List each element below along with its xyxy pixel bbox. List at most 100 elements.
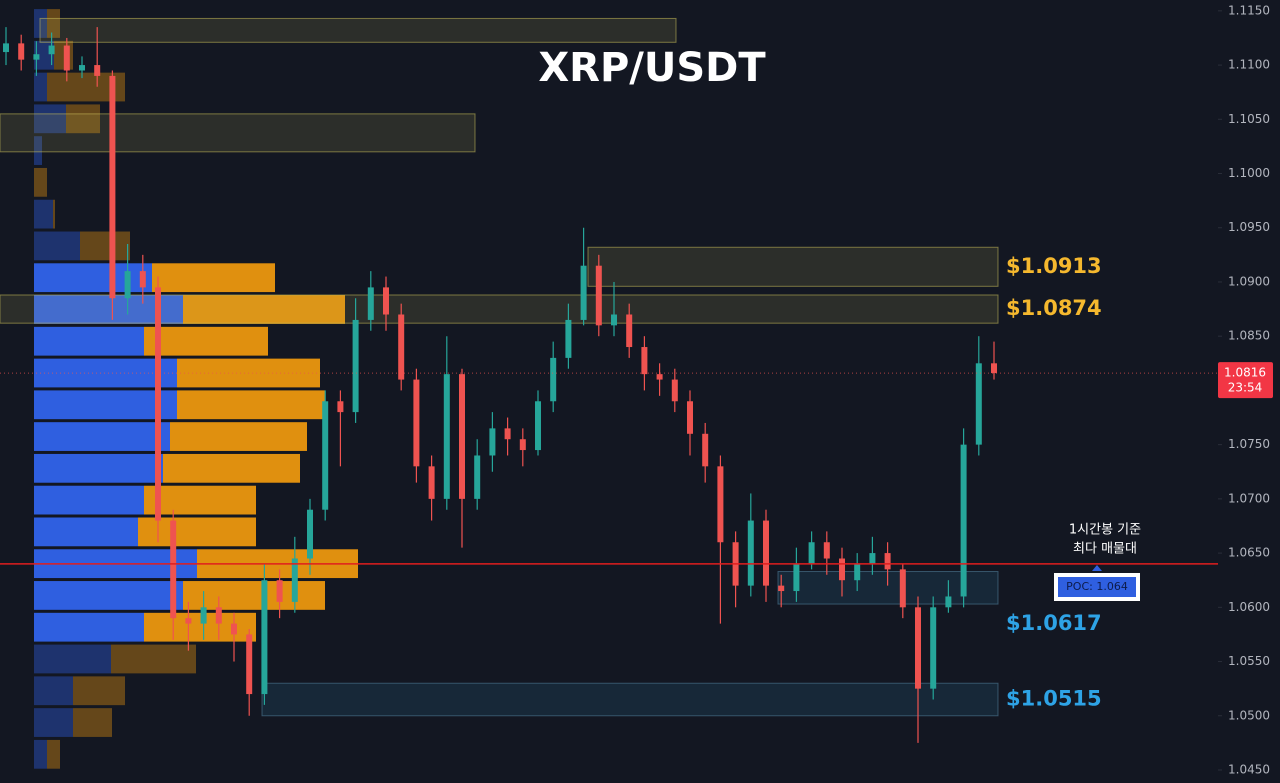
- candle-body: [975, 363, 982, 445]
- candle-body: [291, 558, 298, 602]
- profile-buy: [34, 136, 42, 165]
- candle-body: [702, 433, 709, 467]
- profile-sell: [163, 453, 300, 483]
- profile-buy: [34, 358, 177, 388]
- profile-sell: [73, 708, 112, 737]
- candle-body: [246, 634, 253, 695]
- candle-body: [580, 265, 587, 320]
- poc-arrow: [1092, 565, 1102, 571]
- candle-body: [170, 520, 177, 619]
- candle-body: [383, 287, 389, 315]
- candle-body: [793, 563, 800, 592]
- candle-body: [322, 401, 329, 510]
- candle-body: [215, 607, 222, 624]
- candle-body: [823, 542, 830, 559]
- candle-body: [459, 374, 465, 499]
- profile-sell: [170, 422, 307, 451]
- profile-buy: [34, 517, 138, 547]
- profile-buy: [34, 581, 183, 610]
- candles: [3, 27, 997, 743]
- candle-body: [869, 553, 876, 564]
- annotation: 1시간봉 기준: [1069, 523, 1141, 538]
- candle-body: [413, 379, 420, 467]
- y-tick-label: 1.0900: [1228, 274, 1270, 288]
- zone: [261, 682, 999, 717]
- candle-body: [63, 45, 70, 71]
- candle-body: [3, 43, 9, 53]
- profile-buy: [34, 263, 152, 293]
- profile-buy: [34, 644, 111, 674]
- profile-buy: [34, 453, 163, 483]
- profile-sell: [34, 167, 47, 197]
- profile-sell: [111, 644, 196, 674]
- y-tick-label: 1.1000: [1228, 166, 1270, 180]
- chart-title: XRP/USDT: [538, 45, 766, 91]
- candle-body: [489, 428, 496, 456]
- candle-body: [519, 439, 526, 451]
- candle-body: [656, 374, 663, 380]
- profile-buy: [34, 708, 73, 737]
- candle-body: [991, 363, 997, 374]
- poc-box-inner: [1058, 577, 1136, 597]
- candle-body: [428, 466, 435, 499]
- profile-sell: [152, 263, 275, 293]
- y-tick-label: 1.0550: [1228, 654, 1270, 668]
- candle-body: [808, 542, 815, 564]
- profile-buy: [34, 676, 73, 706]
- candle-body: [352, 319, 359, 413]
- candle-body: [474, 455, 481, 499]
- zone: [587, 246, 999, 287]
- profile-sell: [66, 104, 100, 134]
- profile-sell: [80, 231, 130, 261]
- poc-label: POC: 1.064: [1066, 580, 1128, 593]
- y-tick-label: 1.1150: [1228, 3, 1270, 17]
- last-price-label: 1.0816: [1224, 366, 1266, 380]
- candle-body: [671, 379, 678, 402]
- y-tick-label: 1.0750: [1228, 437, 1270, 451]
- last-price-box: [1218, 362, 1273, 399]
- zone-label: $1.0515: [1006, 686, 1102, 710]
- candle-body: [899, 569, 906, 608]
- zone: [39, 17, 677, 43]
- profile-buy: [34, 739, 47, 769]
- candle-body: [124, 271, 131, 299]
- profile-sell: [73, 676, 125, 706]
- profile-buy: [34, 231, 80, 261]
- countdown: 23:54: [1228, 381, 1263, 395]
- profile-buy: [34, 104, 66, 134]
- y-tick-label: 1.1050: [1228, 112, 1270, 126]
- candle-body: [307, 509, 313, 559]
- profile-buy: [34, 422, 170, 451]
- candle-body: [945, 596, 952, 608]
- candle-body: [185, 618, 192, 624]
- candle-body: [626, 314, 633, 348]
- profile-buy: [34, 326, 144, 356]
- candle-body: [778, 585, 785, 592]
- y-tick-label: 1.0700: [1228, 491, 1270, 505]
- candle-body: [48, 45, 55, 55]
- candle-body: [94, 65, 101, 76]
- candle-body: [33, 54, 40, 60]
- candle-body: [763, 520, 769, 586]
- candle-body: [261, 580, 268, 695]
- zone: [0, 294, 999, 324]
- candle-body: [915, 607, 921, 689]
- candle-body: [747, 520, 754, 586]
- candle-body: [79, 65, 85, 71]
- y-tick-label: 1.0600: [1228, 600, 1270, 614]
- candle-body: [398, 314, 405, 380]
- y-tick-label: 1.0650: [1228, 546, 1270, 560]
- zone-label: $1.0874: [1006, 296, 1102, 320]
- candle-body: [687, 401, 693, 434]
- candle-body: [595, 265, 602, 326]
- profile-sell: [144, 326, 268, 356]
- y-tick-label: 1.0850: [1228, 329, 1270, 343]
- candle-body: [960, 444, 967, 597]
- zones: $1.0913 $1.0874 $1.0617 $1.0515: [0, 17, 1102, 717]
- y-tick-label: 1.0950: [1228, 220, 1270, 234]
- candle-body: [839, 558, 845, 581]
- zone-label: $1.0913: [1006, 254, 1102, 278]
- candle-body: [231, 623, 237, 635]
- candle-body: [550, 357, 557, 402]
- profile-sell: [144, 612, 256, 642]
